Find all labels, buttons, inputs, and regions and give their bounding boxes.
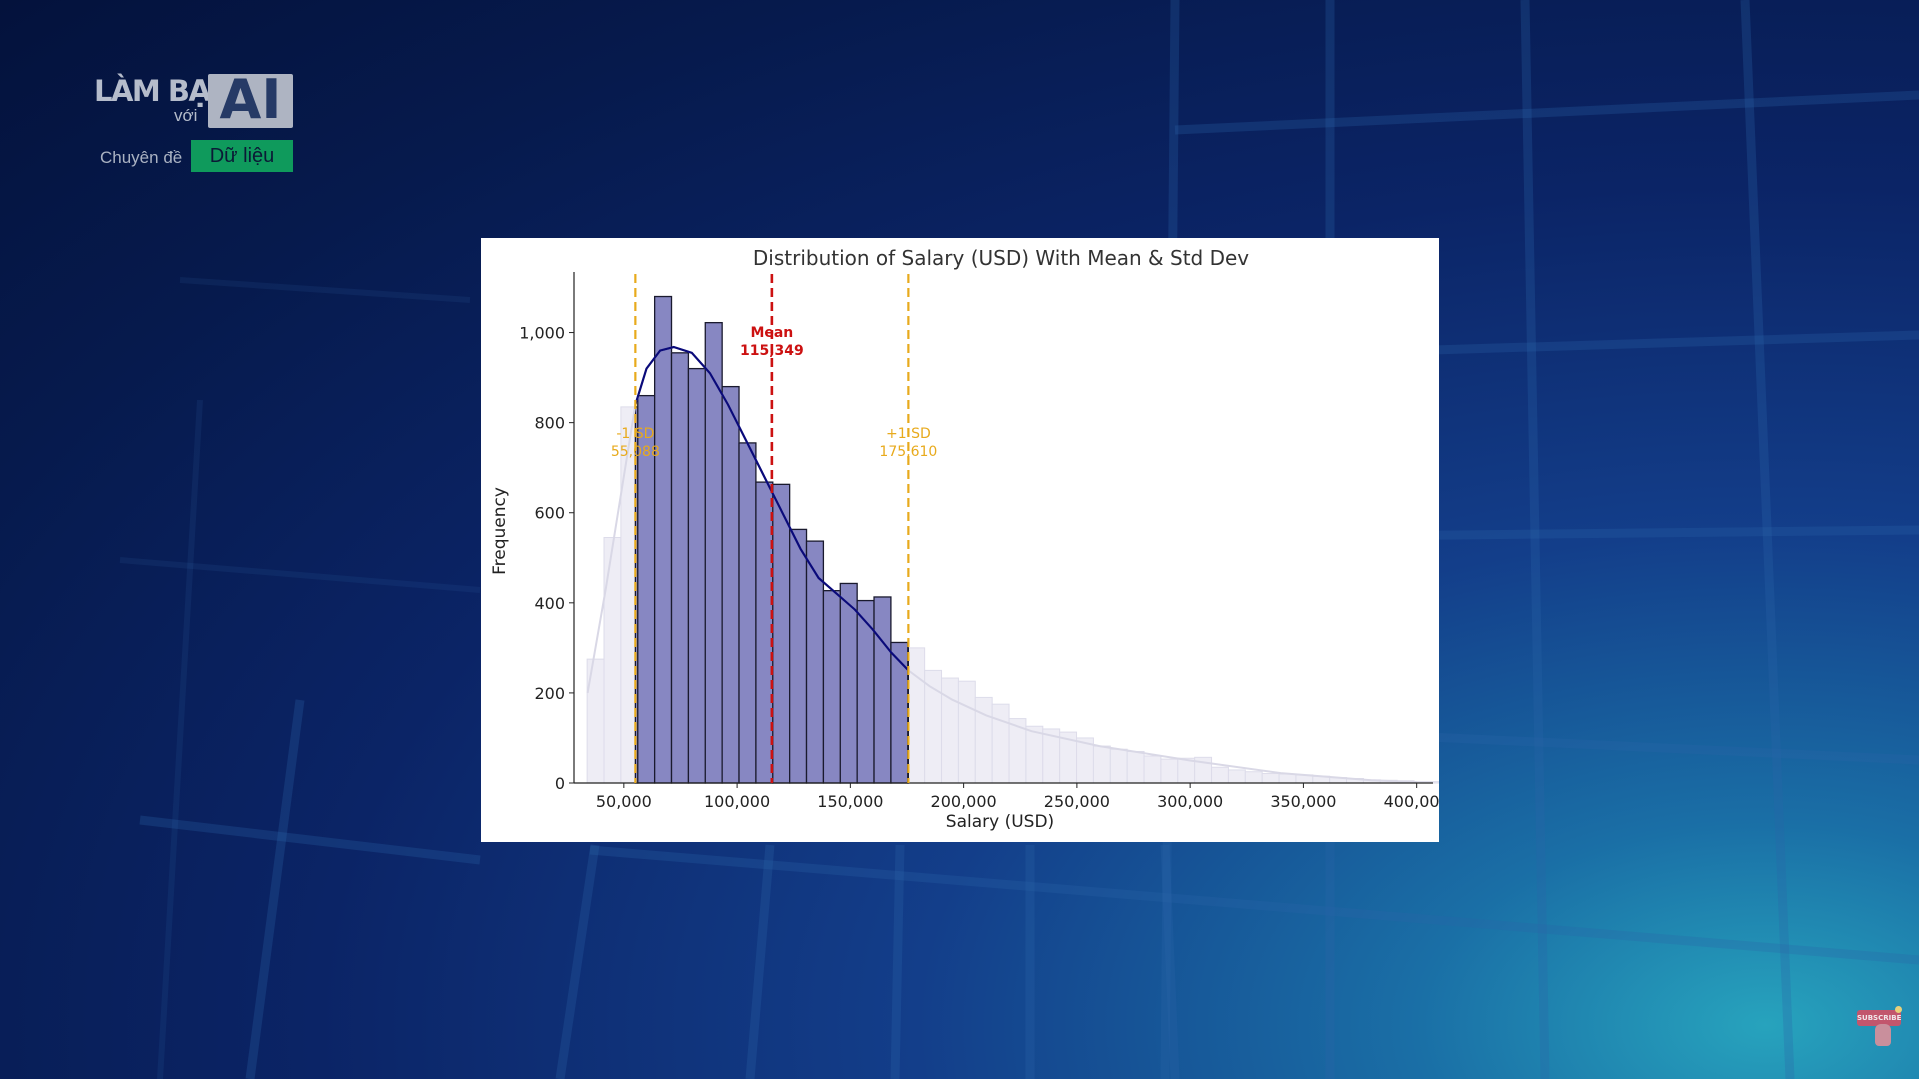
histogram-bar-highlight — [721, 385, 740, 784]
histogram-bar — [1177, 757, 1196, 784]
chart-title: Distribution of Salary (USD) With Mean &… — [753, 246, 1249, 270]
subscribe-label: SUBSCRIBE — [1857, 1010, 1901, 1026]
y-tick-label: 200 — [534, 684, 565, 703]
histogram-bar-highlight — [873, 596, 892, 784]
x-tick-label: 150,000 — [817, 792, 883, 811]
histogram-bar-highlight — [822, 590, 841, 784]
logo-ai-badge: AI — [208, 68, 293, 131]
histogram-bar-highlight — [738, 442, 757, 784]
histogram-bar — [1109, 748, 1128, 784]
histogram-bar — [1092, 745, 1111, 784]
plus-sd-label: +1 SD — [886, 426, 931, 442]
histogram-bar-highlight — [789, 528, 808, 784]
kde-curve — [634, 345, 910, 672]
minus-sd-label: -1 SD — [616, 426, 654, 442]
histogram-bar-highlight — [670, 352, 690, 784]
histogram-bar — [1261, 773, 1280, 784]
plus-sd-value: 175,610 — [879, 444, 937, 460]
y-tick-label: 1,000 — [519, 324, 565, 343]
x-axis-label: Salary (USD) — [946, 812, 1054, 832]
histogram-bar — [1143, 755, 1162, 784]
logo-voi-text: với — [174, 106, 198, 125]
topic-prefix: Chuyên đề — [100, 148, 183, 167]
chart-panel: Distribution of Salary (USD) With Mean &… — [481, 238, 1439, 842]
x-tick-label: 100,000 — [704, 792, 770, 811]
mean-value: 115,349 — [740, 343, 804, 359]
histogram-bar — [603, 537, 622, 784]
histogram-bar — [1126, 750, 1145, 784]
x-tick-label: 400,000 — [1384, 792, 1439, 811]
histogram-bar-highlight — [839, 582, 858, 784]
y-tick-label: 400 — [534, 594, 565, 613]
topic-tag: Dữ liệu — [191, 140, 293, 172]
histogram-chart: Distribution of Salary (USD) With Mean &… — [490, 246, 1439, 832]
brand-logo: LÀM BẠN với AI Chuyên đề Dữ liệu — [94, 68, 294, 172]
histogram-bar-highlight — [755, 481, 774, 784]
x-tick-label: 200,000 — [931, 792, 997, 811]
histogram-bar — [1211, 766, 1229, 784]
histogram-bar — [907, 647, 926, 784]
bell-icon — [1895, 1006, 1902, 1013]
histogram-bar — [974, 696, 993, 784]
histogram-bar-highlight — [687, 367, 706, 784]
histogram-bar — [1244, 771, 1263, 784]
x-tick-label: 350,000 — [1270, 792, 1336, 811]
x-tick-label: 50,000 — [596, 792, 652, 811]
histogram-bar — [1278, 773, 1297, 784]
x-tick-label: 250,000 — [1044, 792, 1110, 811]
histogram-bar — [1430, 781, 1439, 784]
y-tick-label: 800 — [534, 414, 565, 433]
y-tick-label: 600 — [534, 504, 565, 523]
logo-ai-text: AI — [219, 68, 282, 131]
histogram-bar-highlight — [772, 483, 791, 784]
minus-sd-value: 55,088 — [611, 444, 660, 460]
histogram-bar — [991, 703, 1010, 784]
histogram-bar-highlight — [653, 295, 673, 784]
histogram-bar — [1025, 725, 1044, 784]
histogram-bar — [957, 680, 976, 784]
mean-label: Mean — [750, 325, 793, 341]
histogram-bar — [1160, 758, 1179, 784]
subscribe-button[interactable]: SUBSCRIBE — [1855, 1006, 1903, 1046]
histogram-bar — [1227, 769, 1246, 784]
y-axis-label: Frequency — [490, 487, 510, 575]
y-tick-label: 0 — [555, 774, 565, 793]
pointer-hand-icon — [1875, 1024, 1891, 1046]
histogram-bar-highlight — [890, 641, 909, 784]
x-tick-label: 300,000 — [1157, 792, 1223, 811]
histogram-bar-highlight — [805, 540, 825, 784]
